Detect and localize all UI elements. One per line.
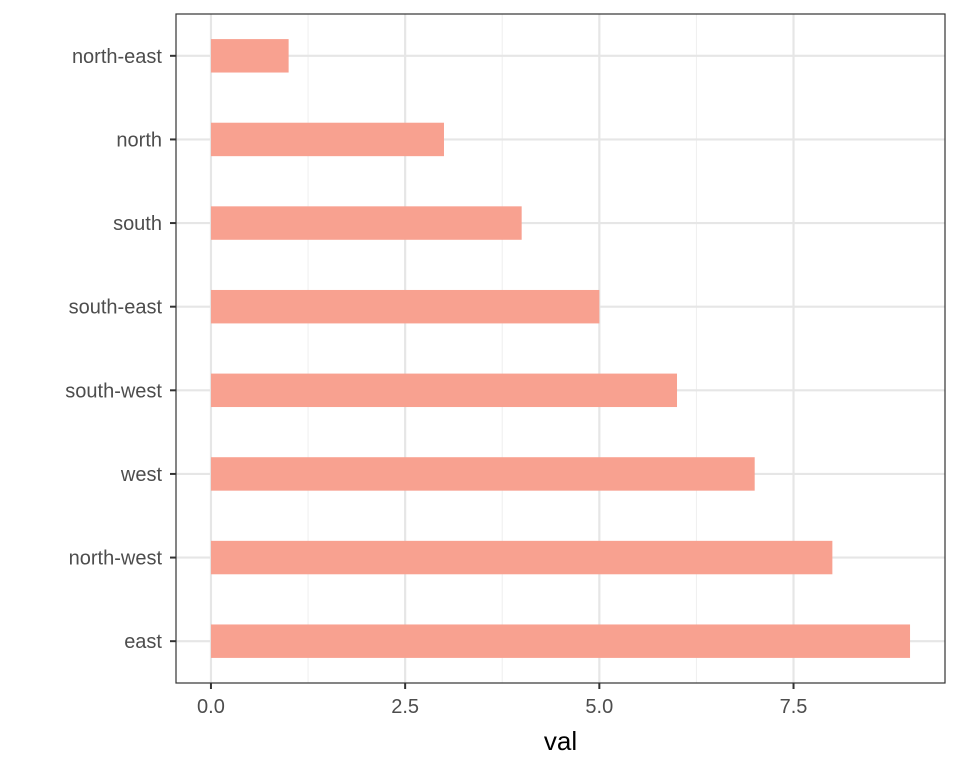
- x-tick-label: 0.0: [197, 696, 225, 718]
- x-axis-title: val: [544, 726, 577, 756]
- bar-south-west: [210, 373, 678, 408]
- bar-north-west: [210, 540, 833, 575]
- bar-west: [210, 457, 755, 491]
- bar-north-east: [210, 39, 289, 73]
- y-tick-label: north-east: [72, 46, 162, 68]
- x-axis: 0.0 2.5 5.0 7.5: [197, 683, 807, 718]
- x-tick-label: 5.0: [585, 696, 613, 718]
- bar-east: [210, 624, 911, 658]
- x-tick-label: 2.5: [391, 696, 419, 718]
- y-tick-label: north-west: [69, 548, 163, 570]
- x-tick-label: 7.5: [780, 696, 808, 718]
- plot-panel-border: [175, 13, 946, 684]
- bars: [210, 39, 911, 658]
- y-tick-label: north: [116, 129, 162, 151]
- y-tick-label: west: [120, 464, 163, 486]
- y-tick-label: south-east: [69, 297, 163, 319]
- bar-north: [210, 122, 444, 157]
- bar-south: [210, 206, 522, 240]
- y-axis: east north-west west south-west south-east so…: [65, 46, 176, 653]
- bar-south-east: [210, 289, 600, 324]
- y-tick-label: south: [113, 213, 162, 235]
- y-tick-label: south-west: [65, 380, 162, 402]
- y-tick-label: east: [124, 631, 162, 653]
